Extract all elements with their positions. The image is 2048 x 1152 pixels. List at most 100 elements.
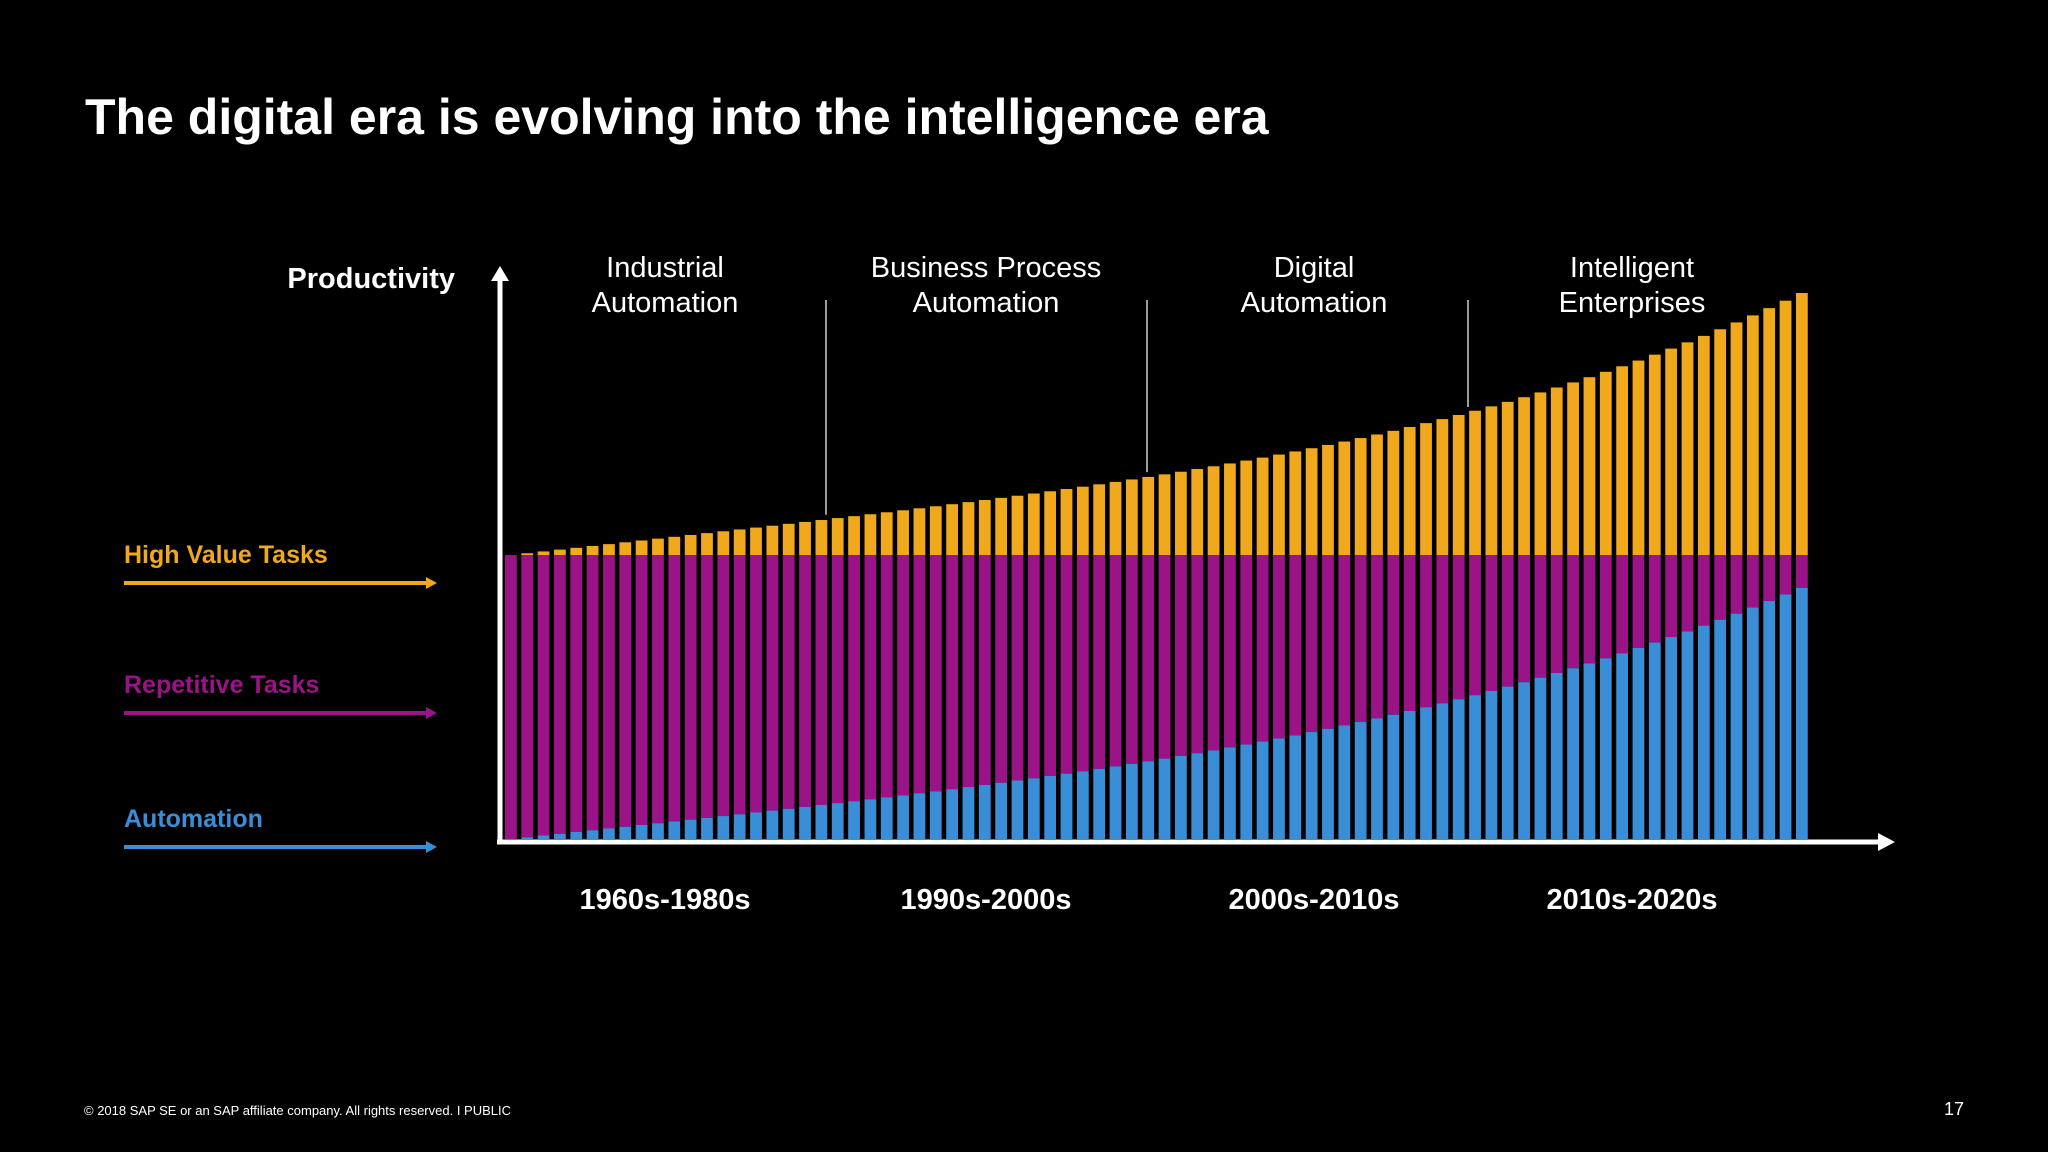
bar-repetitive (1714, 555, 1727, 620)
bar-repetitive (1648, 555, 1661, 643)
bar-high-value (1746, 315, 1759, 556)
bar-repetitive (505, 555, 517, 839)
bar-high-value (880, 512, 893, 556)
bar-automation (1305, 732, 1318, 839)
bar-repetitive (1060, 555, 1073, 774)
era-label: Intelligent (1570, 252, 1694, 284)
bar-repetitive (1142, 555, 1155, 762)
bar-high-value (1632, 360, 1645, 556)
bar-automation (1730, 613, 1743, 839)
bar-high-value (1076, 486, 1089, 556)
legend-label: Automation (124, 805, 263, 833)
bar-high-value (782, 523, 795, 556)
bar-automation (880, 797, 893, 839)
bar-high-value (1305, 448, 1318, 556)
era-label: Digital (1274, 252, 1355, 284)
bar-automation (603, 828, 615, 839)
bar-automation (1550, 673, 1563, 839)
bar-repetitive (1779, 555, 1792, 595)
bar-high-value (1550, 387, 1563, 556)
bar-high-value (701, 533, 713, 556)
legend-arrowhead (426, 707, 437, 719)
bar-automation (766, 810, 779, 839)
bar-automation (1534, 677, 1547, 839)
bar-automation (1436, 703, 1449, 839)
bar-high-value (750, 527, 762, 556)
bar-repetitive (1240, 555, 1253, 745)
bar-high-value (1436, 419, 1449, 556)
bar-repetitive (652, 555, 664, 824)
bar-repetitive (1567, 555, 1579, 669)
bar-high-value (848, 516, 860, 556)
bar-repetitive (1109, 555, 1122, 767)
bar-repetitive (897, 555, 909, 796)
bar-automation (1289, 735, 1302, 839)
bar-automation (717, 816, 730, 839)
bar-high-value (1093, 484, 1106, 556)
bar-repetitive (1796, 555, 1808, 588)
bar-automation (1501, 686, 1514, 839)
bar-repetitive (1044, 555, 1057, 776)
bar-repetitive (684, 555, 697, 820)
bar-repetitive (799, 555, 811, 807)
bar-high-value (1730, 322, 1743, 556)
bar-repetitive (1534, 555, 1547, 678)
bar-high-value (1518, 397, 1530, 556)
bar-repetitive (1469, 555, 1481, 696)
era-label: Business Process (871, 252, 1102, 284)
bar-automation (1175, 755, 1187, 839)
y-axis-label: Productivity (287, 263, 455, 295)
bar-automation (652, 823, 664, 839)
bar-automation (831, 803, 844, 839)
bar-high-value (603, 544, 615, 556)
bar-automation (1420, 707, 1432, 839)
bar-repetitive (815, 555, 828, 806)
bar-high-value (1273, 454, 1285, 556)
bar-repetitive (1371, 555, 1383, 719)
bar-automation (1796, 587, 1808, 839)
bar-high-value (684, 534, 697, 556)
bar-automation (962, 787, 975, 839)
bar-automation (619, 826, 632, 839)
bar-repetitive (848, 555, 860, 802)
bar-high-value (897, 510, 909, 556)
bar-automation (537, 835, 550, 839)
copyright-footer: © 2018 SAP SE or an SAP affiliate compan… (84, 1103, 512, 1118)
slide-title: The digital era is evolving into the int… (85, 89, 1269, 145)
bar-high-value (1175, 471, 1187, 556)
bar-automation (1452, 699, 1465, 839)
bar-automation (1567, 668, 1579, 839)
era-period-label: 2000s-2010s (1229, 884, 1400, 916)
bar-automation (1158, 758, 1171, 839)
bar-repetitive (586, 555, 599, 831)
bar-high-value (1420, 423, 1432, 556)
bar-automation (1665, 637, 1678, 839)
bar-repetitive (946, 555, 958, 790)
bar-high-value (1501, 401, 1514, 556)
bar-repetitive (619, 555, 632, 827)
bar-automation (1599, 658, 1612, 839)
bar-automation (1338, 725, 1351, 839)
bar-repetitive (554, 555, 566, 834)
bar-repetitive (1207, 555, 1220, 751)
bar-high-value (733, 529, 746, 556)
bar-high-value (1763, 308, 1776, 556)
bar-high-value (799, 521, 811, 556)
bar-automation (1583, 663, 1596, 839)
bar-repetitive (1730, 555, 1743, 614)
bar-automation (1240, 744, 1253, 839)
bar-repetitive (1027, 555, 1040, 779)
bar-high-value (1322, 444, 1334, 556)
bar-high-value (586, 545, 599, 556)
bar-automation (946, 789, 958, 839)
bar-high-value (815, 520, 828, 556)
bar-automation (1273, 738, 1285, 839)
bar-repetitive (537, 555, 550, 836)
bar-repetitive (1518, 555, 1530, 683)
bar-high-value (1207, 466, 1220, 556)
bar-high-value (995, 497, 1008, 556)
bar-high-value (1599, 371, 1612, 556)
bar-high-value (554, 549, 566, 556)
bar-repetitive (1322, 555, 1334, 729)
bar-automation (848, 801, 860, 839)
